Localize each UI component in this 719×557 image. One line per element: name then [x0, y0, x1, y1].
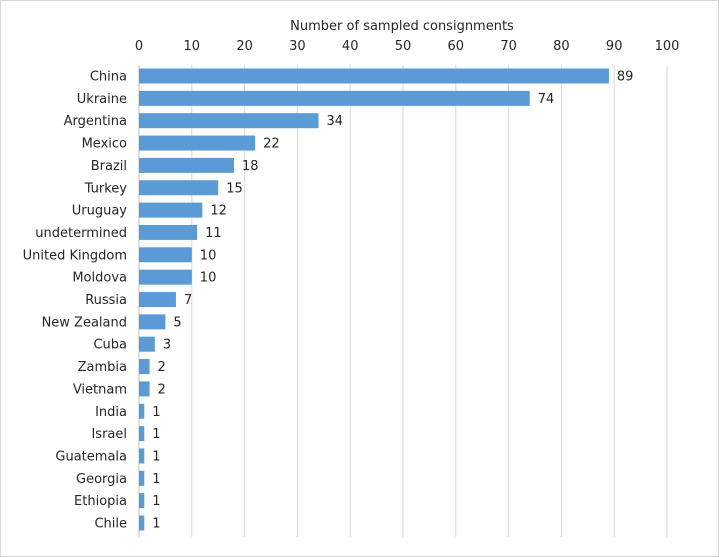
category-label: Georgia	[76, 472, 127, 487]
category-label: Argentina	[64, 114, 127, 129]
category-label: Mexico	[82, 137, 127, 152]
data-label: 1	[152, 494, 160, 509]
data-label: 34	[327, 114, 344, 129]
data-label: 1	[152, 517, 160, 532]
x-tick-label: 50	[395, 39, 412, 54]
bar	[139, 403, 145, 419]
bar	[139, 426, 145, 442]
data-label: 74	[538, 92, 555, 107]
data-label: 18	[242, 159, 259, 174]
data-label: 10	[200, 248, 217, 263]
category-label: United Kingdom	[23, 248, 127, 263]
data-label: 89	[617, 70, 634, 85]
category-label: Turkey	[84, 181, 128, 196]
bar	[139, 314, 166, 330]
data-label: 1	[152, 472, 160, 487]
bar	[139, 269, 192, 285]
x-tick-label: 0	[135, 39, 143, 54]
category-label: Brazil	[91, 159, 127, 174]
category-label: New Zealand	[42, 315, 127, 330]
data-label: 1	[152, 449, 160, 464]
data-label: 22	[263, 137, 280, 152]
data-label: 10	[200, 271, 217, 286]
category-label: Chile	[94, 517, 127, 532]
bar	[139, 515, 145, 531]
category-label: Uruguay	[72, 204, 128, 219]
category-label: Ethiopia	[74, 494, 127, 509]
category-labels: China Ukraine Argentina Mexico Brazil Turkey U…	[23, 70, 128, 532]
bar	[139, 68, 609, 84]
category-label: Ukraine	[77, 92, 127, 107]
category-label: Guatemala	[55, 449, 127, 464]
x-tick-label: 100	[655, 39, 680, 54]
bar	[139, 157, 235, 173]
x-axis-title: Number of sampled consignments	[290, 19, 514, 34]
category-label: Vietnam	[73, 382, 127, 397]
x-tick-label: 20	[236, 39, 253, 54]
bar	[139, 202, 203, 218]
category-label: India	[95, 405, 127, 420]
x-tick-label: 10	[184, 39, 201, 54]
data-label: 15	[226, 181, 243, 196]
data-label: 7	[184, 293, 192, 308]
x-tick-label: 40	[342, 39, 359, 54]
bar	[139, 113, 319, 129]
bar	[139, 359, 150, 375]
data-label: 11	[205, 226, 222, 241]
category-label: Zambia	[78, 360, 127, 375]
data-label: 3	[163, 338, 171, 353]
category-label: Russia	[85, 293, 127, 308]
bar	[139, 292, 176, 307]
x-tick-label: 90	[606, 39, 623, 54]
data-label: 2	[158, 360, 166, 375]
data-label: 1	[152, 405, 160, 420]
category-label: China	[90, 70, 127, 85]
data-label: 12	[210, 204, 227, 219]
category-label: Cuba	[93, 338, 127, 353]
category-label: Israel	[91, 427, 127, 442]
bar	[139, 135, 256, 151]
bar	[139, 90, 530, 106]
x-tick-label: 30	[289, 39, 306, 54]
data-label: 5	[173, 315, 181, 330]
bar	[139, 180, 219, 196]
bar	[139, 381, 150, 397]
x-axis-ticks: 0 10 20 30 40 50 60 70 80 90 100	[135, 39, 680, 54]
bar	[139, 493, 145, 509]
bar	[139, 224, 198, 240]
bar	[139, 247, 192, 263]
category-label: undetermined	[35, 226, 127, 241]
x-tick-label: 60	[448, 39, 465, 54]
bar	[139, 336, 155, 352]
x-tick-label: 70	[500, 39, 517, 54]
category-label: Moldova	[72, 271, 127, 286]
bar	[139, 470, 145, 486]
bars	[139, 68, 609, 531]
data-label: 2	[158, 382, 166, 397]
bar	[139, 448, 145, 464]
data-label: 1	[152, 427, 160, 442]
x-tick-label: 80	[553, 39, 570, 54]
